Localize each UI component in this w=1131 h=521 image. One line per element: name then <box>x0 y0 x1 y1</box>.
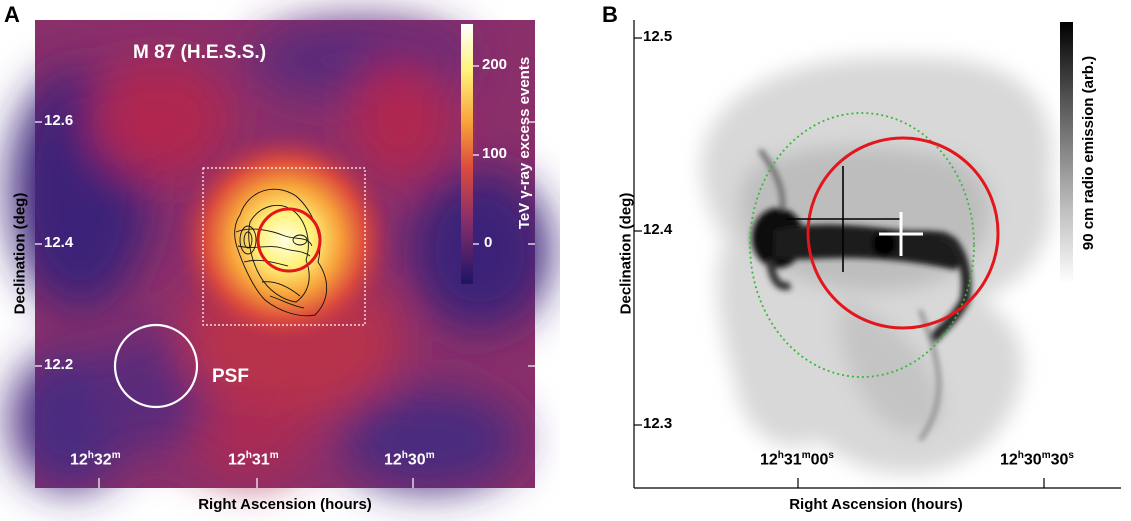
colorbar-a-tick-100: 100 <box>482 145 508 162</box>
colorbar-b-label: 90 cm radio emission (arb.) <box>1080 55 1097 251</box>
ra-tick-a-1: 12h31m <box>228 450 279 469</box>
ra-ticks-b <box>797 478 1045 488</box>
ra-ticks-a <box>98 478 414 488</box>
dec-tick-b-1: 12.4 <box>643 221 673 238</box>
zoom-box <box>202 167 366 326</box>
colorbar-a <box>461 24 473 284</box>
psf-circle <box>113 323 199 409</box>
hess-position-circle <box>256 207 322 273</box>
colorbar-a-tick-0: 0 <box>484 234 493 251</box>
panel-a-title: M 87 (H.E.S.S.) <box>133 42 267 63</box>
radio-halo <box>701 56 1052 474</box>
psf-label: PSF <box>212 366 249 387</box>
dec-tick-b-2: 12.3 <box>643 415 673 432</box>
dec-tick-b-0: 12.5 <box>643 28 673 45</box>
ra-tick-b-0: 12h31m00s <box>760 450 834 469</box>
panel-b-label: B <box>602 2 618 27</box>
tev-excess-map <box>10 20 550 490</box>
position-circle-b <box>806 136 1000 330</box>
dec-tick-a-0: 12.6 <box>44 112 74 129</box>
black-cross <box>786 166 900 272</box>
dec-tick-a-2: 12.2 <box>44 356 74 373</box>
white-cross <box>879 212 923 256</box>
dec-ticks-b <box>634 37 642 426</box>
panel-b-figure <box>633 20 1121 489</box>
panel-a-xlabel: Right Ascension (hours) <box>198 496 372 513</box>
panel-a-figure <box>10 20 550 490</box>
dec-tick-a-1: 12.4 <box>44 234 74 251</box>
colorbar-a-label: TeV γ-ray excess events <box>516 56 533 230</box>
dec-ticks-a <box>35 121 535 367</box>
ra-tick-b-1: 12h30m30s <box>1000 450 1074 469</box>
colorbar-a-tick-200: 200 <box>482 56 508 73</box>
ra-tick-a-2: 12h30m <box>384 450 435 469</box>
dotted-circle <box>749 112 975 378</box>
panel-b-xlabel: Right Ascension (hours) <box>789 496 963 513</box>
panel-b-ylabel: Declination (deg) <box>617 192 635 315</box>
panel-a-ylabel: Declination (deg) <box>11 192 29 315</box>
colorbar-b <box>1060 22 1073 284</box>
ra-tick-a-0: 12h32m <box>70 450 121 469</box>
panel-a-label: A <box>4 2 20 27</box>
